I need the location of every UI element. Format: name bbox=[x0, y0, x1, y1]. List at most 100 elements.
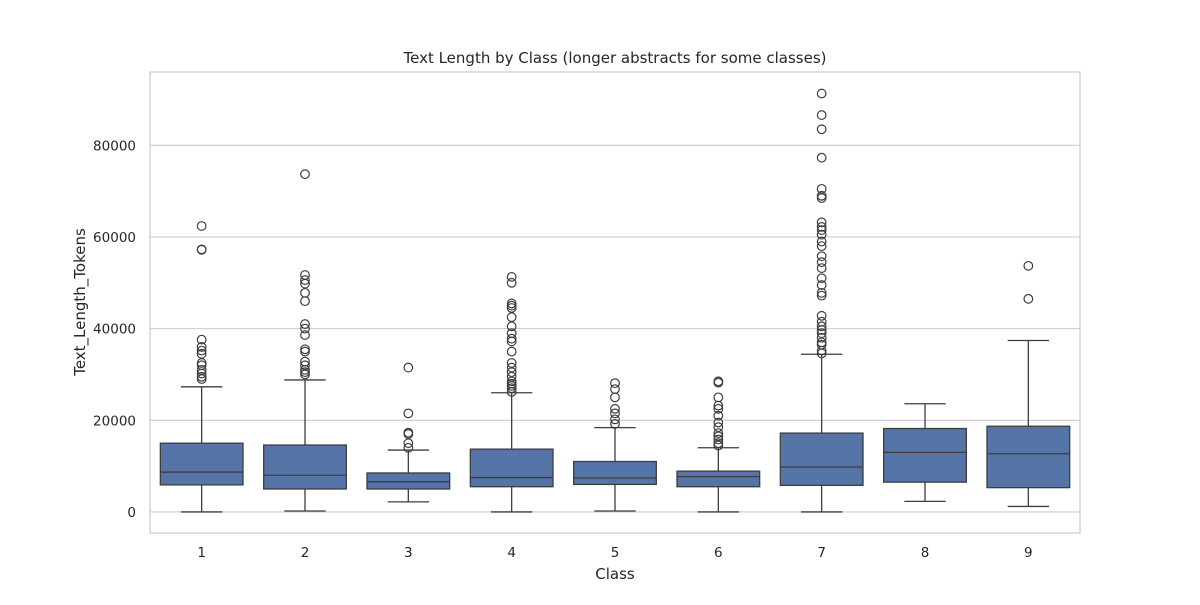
outlier-point bbox=[506, 358, 517, 368]
outlier-point bbox=[816, 110, 827, 120]
y-tick-labels: 0 20000 40000 60000 80000 bbox=[93, 138, 136, 521]
outlier-point bbox=[610, 419, 620, 429]
box-class-6 bbox=[676, 376, 761, 513]
outlier-point bbox=[713, 410, 724, 421]
outlier-point bbox=[300, 169, 310, 180]
outlier-point bbox=[816, 316, 827, 327]
outlier-point bbox=[816, 287, 827, 298]
outlier-point bbox=[816, 310, 827, 321]
y-tick-label: 80000 bbox=[93, 138, 136, 154]
outlier-point bbox=[610, 378, 620, 389]
outlier-point bbox=[713, 434, 724, 445]
x-tick-label: 8 bbox=[921, 545, 930, 561]
outlier-point bbox=[816, 332, 827, 343]
iqr-box bbox=[986, 425, 1071, 489]
outlier-point bbox=[300, 319, 310, 329]
outlier-point bbox=[816, 124, 827, 135]
outlier-point bbox=[1023, 293, 1034, 304]
outlier-point bbox=[713, 392, 724, 403]
iqr-box bbox=[676, 470, 761, 488]
x-tick-label: 2 bbox=[301, 545, 310, 561]
outlier-point bbox=[713, 376, 724, 387]
outlier-point bbox=[300, 287, 310, 298]
outlier-point bbox=[610, 384, 620, 395]
x-tick-label: 3 bbox=[404, 545, 413, 561]
outlier-point bbox=[816, 241, 827, 252]
box-class-2 bbox=[263, 169, 347, 512]
outlier-point bbox=[816, 88, 827, 99]
outlier-point bbox=[1023, 260, 1034, 271]
outlier-point bbox=[506, 362, 517, 373]
outlier-point bbox=[816, 257, 827, 268]
outlier-point bbox=[506, 312, 517, 323]
outlier-point bbox=[196, 364, 207, 375]
outlier-point bbox=[196, 348, 207, 359]
outlier-point bbox=[300, 330, 310, 340]
outlier-point bbox=[816, 251, 827, 262]
outlier-point bbox=[610, 403, 620, 414]
box-class-3 bbox=[366, 362, 451, 503]
outlier-point bbox=[300, 296, 310, 307]
outlier-point bbox=[816, 217, 827, 228]
x-tick-label: 4 bbox=[507, 545, 516, 561]
outlier-point bbox=[300, 360, 310, 371]
x-tick-labels: 1 2 3 4 5 6 7 8 9 bbox=[197, 545, 1032, 561]
y-axis-label: Text_Length_Tokens bbox=[71, 228, 90, 377]
outlier-point bbox=[300, 356, 310, 367]
y-tick-label: 60000 bbox=[93, 230, 136, 246]
box-class-9 bbox=[986, 260, 1071, 508]
outlier-point bbox=[816, 280, 827, 290]
outlier-point bbox=[816, 273, 827, 284]
outlier-point bbox=[610, 392, 620, 403]
iqr-box bbox=[779, 432, 864, 486]
iqr-box bbox=[469, 448, 554, 488]
outlier-point bbox=[713, 428, 724, 439]
outlier-point bbox=[300, 275, 310, 285]
iqr-box bbox=[573, 460, 657, 486]
y-tick-label: 0 bbox=[127, 505, 136, 521]
outlier-point bbox=[816, 183, 827, 194]
box-class-1 bbox=[159, 221, 244, 513]
outlier-point bbox=[506, 328, 517, 339]
outlier-point bbox=[816, 328, 827, 339]
x-axis-label: Class bbox=[595, 565, 635, 583]
outlier-point bbox=[816, 190, 827, 201]
outlier-point bbox=[816, 225, 827, 235]
y-tick-label: 20000 bbox=[93, 413, 136, 429]
outlier-point bbox=[506, 333, 517, 344]
iqr-box bbox=[159, 442, 244, 486]
y-tick-label: 40000 bbox=[93, 322, 136, 338]
outlier-point bbox=[300, 270, 310, 280]
box-class-5 bbox=[573, 378, 657, 512]
outlier-point bbox=[403, 408, 414, 419]
outlier-point bbox=[816, 236, 827, 247]
outlier-point bbox=[300, 344, 310, 355]
outlier-point bbox=[403, 362, 414, 373]
outlier-point bbox=[713, 417, 724, 428]
outlier-point bbox=[196, 342, 207, 352]
x-tick-label: 7 bbox=[817, 545, 826, 561]
outlier-point bbox=[713, 403, 724, 414]
outlier-point bbox=[713, 438, 724, 449]
outlier-point bbox=[196, 371, 207, 382]
outlier-point bbox=[506, 277, 517, 288]
outlier-point bbox=[196, 345, 207, 356]
chart-title: Text Length by Class (longer abstracts f… bbox=[402, 49, 826, 67]
outlier-point bbox=[816, 152, 827, 163]
x-tick-label: 1 bbox=[197, 545, 206, 561]
x-tick-label: 5 bbox=[611, 545, 620, 561]
iqr-box bbox=[883, 427, 967, 483]
outlier-point bbox=[816, 221, 827, 232]
outlier-point bbox=[610, 414, 620, 425]
outlier-point bbox=[713, 422, 724, 433]
outlier-point bbox=[506, 298, 517, 309]
outlier-point bbox=[816, 290, 827, 301]
iqr-box bbox=[366, 472, 451, 490]
outlier-point bbox=[506, 271, 517, 282]
outlier-point bbox=[816, 321, 827, 332]
plot-frame bbox=[149, 71, 1081, 534]
outlier-point bbox=[816, 229, 827, 240]
outlier-point bbox=[196, 221, 207, 231]
